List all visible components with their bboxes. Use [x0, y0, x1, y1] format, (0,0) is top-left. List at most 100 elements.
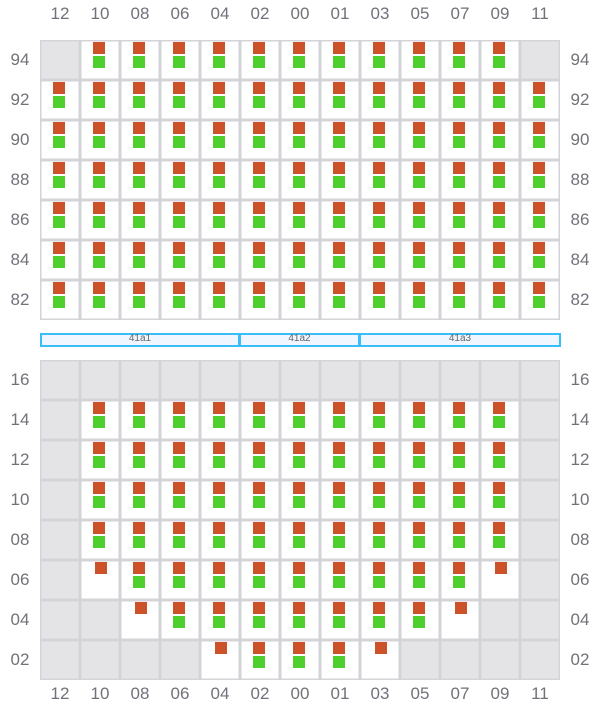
seat-cell[interactable]	[400, 520, 440, 560]
seat-cell[interactable]	[280, 80, 320, 120]
seat-cell[interactable]	[520, 200, 560, 240]
seat-cell[interactable]	[280, 480, 320, 520]
seat-cell[interactable]	[120, 600, 160, 640]
seat-cell[interactable]	[520, 160, 560, 200]
seat-cell[interactable]	[360, 40, 400, 80]
seat-cell[interactable]	[240, 80, 280, 120]
seat-cell[interactable]	[400, 80, 440, 120]
seat-cell[interactable]	[280, 120, 320, 160]
seat-cell[interactable]	[80, 200, 120, 240]
seat-cell[interactable]	[440, 80, 480, 120]
seat-cell[interactable]	[80, 440, 120, 480]
seat-cell[interactable]	[400, 120, 440, 160]
seat-cell[interactable]	[480, 80, 520, 120]
seat-cell[interactable]	[40, 200, 80, 240]
seat-cell[interactable]	[280, 400, 320, 440]
seat-cell[interactable]	[80, 560, 120, 600]
seat-cell[interactable]	[360, 280, 400, 320]
seat-cell[interactable]	[360, 200, 400, 240]
seat-cell[interactable]	[120, 160, 160, 200]
seat-cell[interactable]	[240, 400, 280, 440]
seat-cell[interactable]	[520, 120, 560, 160]
seat-cell[interactable]	[360, 600, 400, 640]
seat-cell[interactable]	[240, 40, 280, 80]
seat-cell[interactable]	[240, 520, 280, 560]
seat-cell[interactable]	[400, 280, 440, 320]
seat-cell[interactable]	[160, 40, 200, 80]
seat-cell[interactable]	[200, 560, 240, 600]
seat-cell[interactable]	[440, 160, 480, 200]
seat-cell[interactable]	[280, 160, 320, 200]
seat-cell[interactable]	[120, 440, 160, 480]
seat-cell[interactable]	[320, 480, 360, 520]
seat-cell[interactable]	[40, 160, 80, 200]
seat-cell[interactable]	[160, 400, 200, 440]
seat-cell[interactable]	[280, 440, 320, 480]
seat-cell[interactable]	[80, 240, 120, 280]
band-segment[interactable]: 41a3	[360, 333, 561, 347]
seat-cell[interactable]	[200, 480, 240, 520]
seat-cell[interactable]	[240, 560, 280, 600]
seat-cell[interactable]	[240, 120, 280, 160]
seat-cell[interactable]	[480, 240, 520, 280]
seat-cell[interactable]	[360, 560, 400, 600]
seat-cell[interactable]	[80, 400, 120, 440]
seat-cell[interactable]	[160, 120, 200, 160]
seat-cell[interactable]	[320, 560, 360, 600]
seat-cell[interactable]	[360, 640, 400, 680]
seat-cell[interactable]	[80, 40, 120, 80]
seat-cell[interactable]	[160, 80, 200, 120]
seat-cell[interactable]	[200, 80, 240, 120]
seat-cell[interactable]	[440, 560, 480, 600]
seat-cell[interactable]	[120, 560, 160, 600]
seat-cell[interactable]	[200, 160, 240, 200]
seat-cell[interactable]	[200, 640, 240, 680]
seat-cell[interactable]	[520, 280, 560, 320]
seat-cell[interactable]	[240, 240, 280, 280]
seat-cell[interactable]	[360, 480, 400, 520]
seat-cell[interactable]	[320, 80, 360, 120]
seat-cell[interactable]	[320, 280, 360, 320]
seat-cell[interactable]	[280, 640, 320, 680]
seat-cell[interactable]	[80, 160, 120, 200]
seat-cell[interactable]	[400, 400, 440, 440]
seat-cell[interactable]	[80, 80, 120, 120]
seat-cell[interactable]	[320, 240, 360, 280]
seat-cell[interactable]	[120, 40, 160, 80]
seat-cell[interactable]	[120, 400, 160, 440]
seat-cell[interactable]	[200, 600, 240, 640]
seat-cell[interactable]	[160, 280, 200, 320]
seat-cell[interactable]	[120, 200, 160, 240]
seat-cell[interactable]	[480, 400, 520, 440]
seat-cell[interactable]	[200, 240, 240, 280]
seat-cell[interactable]	[440, 600, 480, 640]
seat-cell[interactable]	[280, 600, 320, 640]
seat-cell[interactable]	[160, 600, 200, 640]
seat-cell[interactable]	[320, 600, 360, 640]
seat-cell[interactable]	[120, 80, 160, 120]
seat-cell[interactable]	[440, 400, 480, 440]
seat-cell[interactable]	[480, 520, 520, 560]
seat-cell[interactable]	[160, 240, 200, 280]
seat-cell[interactable]	[440, 480, 480, 520]
seat-cell[interactable]	[80, 280, 120, 320]
seat-cell[interactable]	[160, 560, 200, 600]
seat-cell[interactable]	[200, 120, 240, 160]
seat-cell[interactable]	[400, 240, 440, 280]
band-segment[interactable]: 41a1	[40, 333, 240, 347]
seat-cell[interactable]	[320, 440, 360, 480]
seat-cell[interactable]	[440, 240, 480, 280]
seat-cell[interactable]	[200, 520, 240, 560]
seat-cell[interactable]	[120, 240, 160, 280]
seat-cell[interactable]	[480, 40, 520, 80]
seat-cell[interactable]	[320, 40, 360, 80]
seat-cell[interactable]	[320, 200, 360, 240]
seat-cell[interactable]	[40, 80, 80, 120]
seat-cell[interactable]	[160, 520, 200, 560]
seat-cell[interactable]	[320, 400, 360, 440]
seat-cell[interactable]	[520, 80, 560, 120]
seat-cell[interactable]	[480, 280, 520, 320]
seat-cell[interactable]	[120, 520, 160, 560]
seat-cell[interactable]	[400, 160, 440, 200]
seat-cell[interactable]	[480, 120, 520, 160]
